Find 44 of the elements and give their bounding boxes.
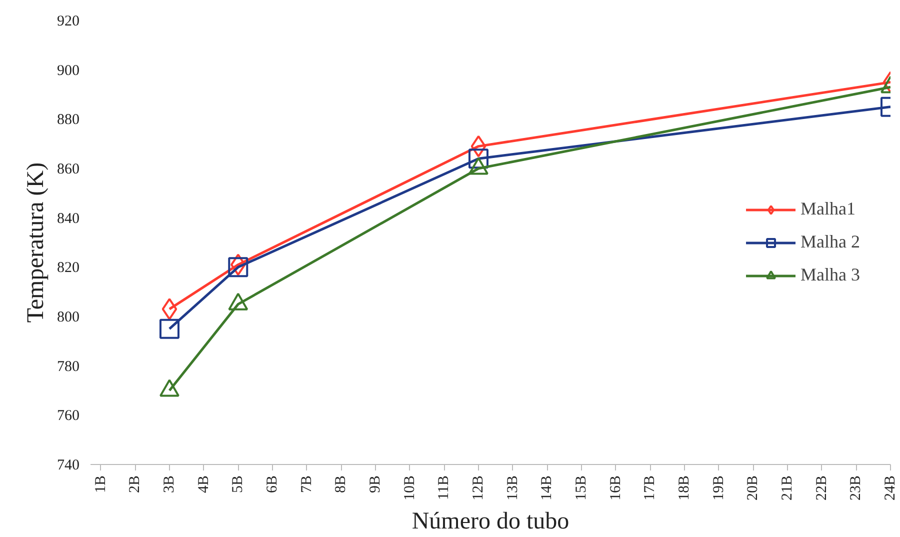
x-tick-label: 15B (573, 475, 590, 501)
x-tick-label: 24B (882, 475, 898, 501)
legend-label: Malha1 (800, 198, 856, 220)
x-tick-label: 14B (539, 475, 556, 501)
x-tick-label: 4B (196, 475, 212, 494)
x-tick-label: 7B (298, 475, 315, 494)
x-tick-label: 21B (779, 475, 796, 501)
x-tick-label: 5B (230, 475, 246, 494)
point (162, 298, 178, 320)
x-tick-label: 18B (676, 475, 692, 501)
y-tick-label: 920 (57, 14, 80, 30)
x-tick-label: 20B (745, 475, 762, 501)
y-axis-title: Temperatura (K) (23, 162, 49, 323)
x-tick-label: 19B (710, 475, 727, 501)
x-tick-label: 13B (504, 475, 521, 501)
x-axis-title: Número do tubo (412, 508, 570, 535)
x-tick-label: 8B (333, 475, 350, 494)
x-tick-label: 23B (848, 475, 864, 501)
x-tick-label: 22B (814, 475, 830, 501)
y-tick-label: 780 (57, 358, 80, 375)
x-tick-label: 9B (367, 475, 384, 494)
x-tick-label: 1B (92, 475, 109, 494)
y-tick-label: 860 (57, 162, 80, 178)
y-tick-label: 800 (57, 310, 80, 326)
x-tick-label: 3B (161, 475, 178, 494)
x-tick-label: 12B (470, 475, 486, 501)
y-tick-label: 900 (57, 62, 80, 79)
legend-label: Malha 2 (800, 232, 860, 252)
x-tick-label: 2B (127, 475, 144, 494)
y-tick-label: 760 (57, 408, 80, 424)
legend-label: Malha 3 (800, 264, 860, 286)
x-tick-label: 10B (402, 475, 418, 501)
x-tick-label: 17B (642, 475, 658, 501)
x-tick-label: 11B (436, 475, 452, 500)
point (230, 254, 246, 276)
point (228, 257, 248, 278)
x-tick-label: 6B (264, 475, 280, 494)
point (159, 318, 180, 339)
point (468, 148, 488, 169)
y-tick-label: 740 (57, 458, 80, 474)
y-tick-label: 840 (57, 210, 80, 227)
y-tick-label: 880 (57, 112, 80, 128)
x-tick-label: 16B (608, 475, 624, 501)
y-tick-label: 820 (57, 260, 80, 276)
